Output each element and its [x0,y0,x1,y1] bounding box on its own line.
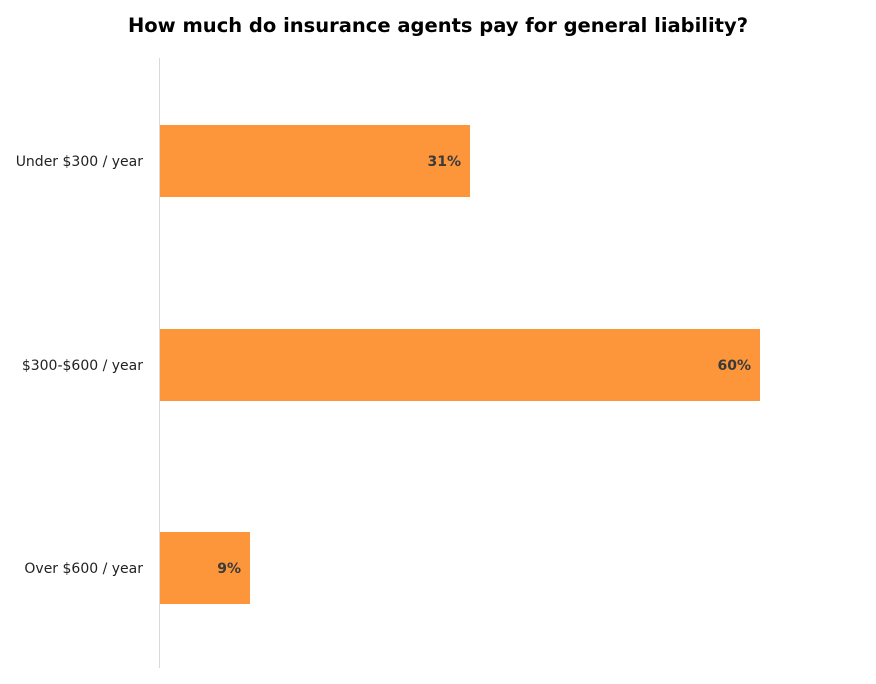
data-label: 60% [717,358,751,374]
data-label: 9% [217,561,241,577]
category-label: Over $600 / year [24,561,143,577]
chart-title: How much do insurance agents pay for gen… [127,14,749,37]
bar [160,125,470,197]
category-label: $300-$600 / year [22,358,143,374]
data-label: 31% [427,154,461,170]
bar [160,329,760,401]
bar [160,532,250,604]
category-label: Under $300 / year [16,154,144,170]
